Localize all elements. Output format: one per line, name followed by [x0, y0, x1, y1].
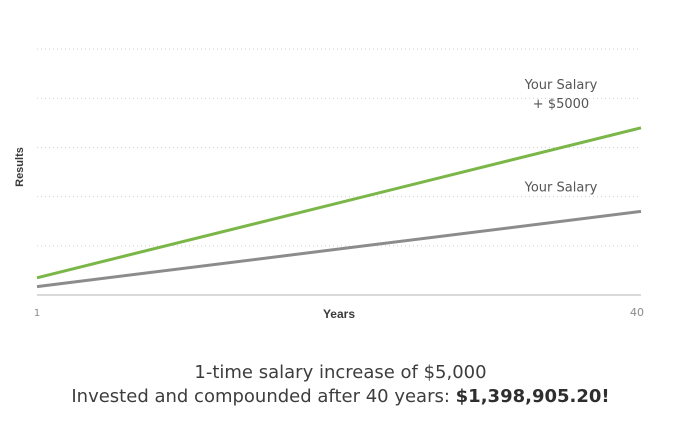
caption-line-2-text: Invested and compounded after 40 years: [71, 386, 456, 407]
x-tick-label-last: 40 [630, 306, 644, 319]
grid-lines [37, 48, 641, 247]
caption-amount: $1,398,905.20! [455, 386, 610, 407]
series-label-1: Your Salary [524, 180, 598, 195]
series-labels: Your Salary + $5000 Your Salary [524, 78, 598, 196]
series-label-line: Your Salary [524, 180, 598, 195]
y-axis-label: Results [14, 147, 26, 187]
series-line-1 [36, 209, 642, 289]
series-label-line: Your Salary [524, 78, 598, 93]
series-label-0: Your Salary + $5000 [524, 78, 598, 112]
series-line-0 [36, 126, 642, 280]
x-axis-label: Years [323, 307, 355, 321]
caption-line-1: 1-time salary increase of $5,000 [194, 362, 487, 383]
series-group [36, 126, 642, 289]
line-chart: Your Salary + $5000 Your Salary 1 40 Years… [14, 48, 644, 321]
caption-line-2: Invested and compounded after 40 years: … [0, 386, 681, 407]
x-tick-label-first: 1 [34, 308, 40, 319]
series-label-line: + $5000 [533, 97, 589, 112]
